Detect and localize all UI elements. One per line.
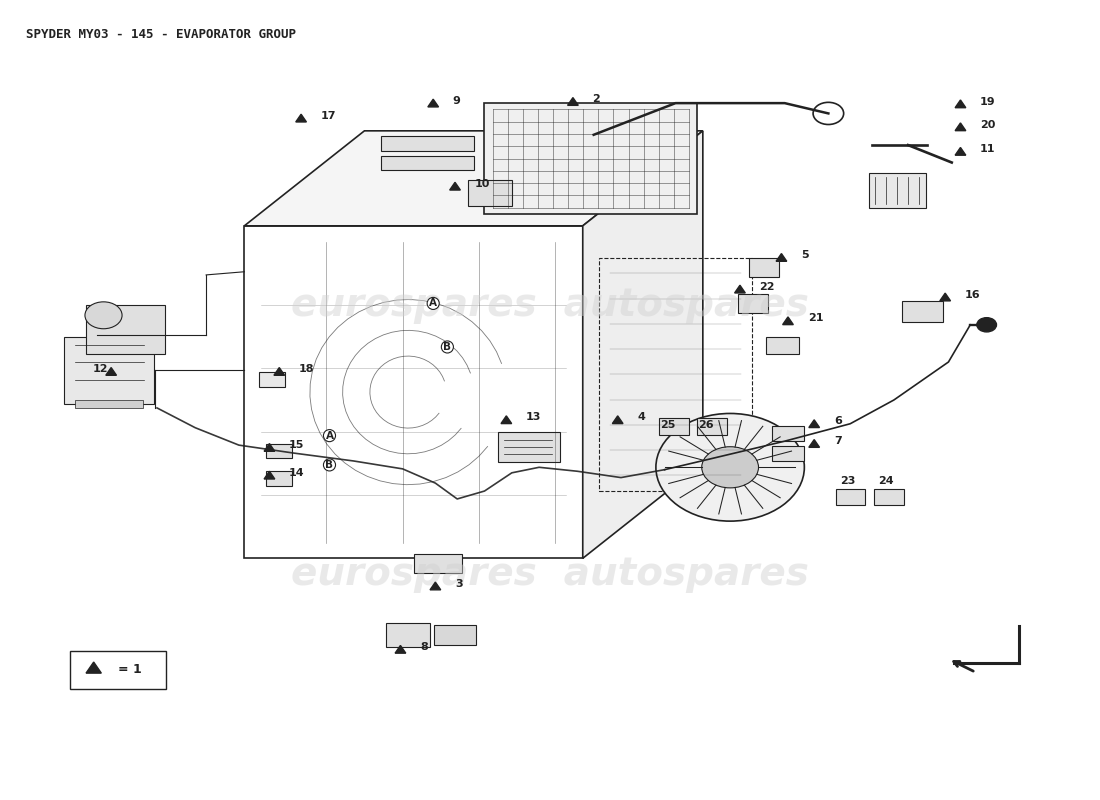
- Bar: [659, 418, 689, 435]
- Bar: [469, 180, 512, 206]
- Polygon shape: [583, 131, 703, 558]
- Circle shape: [977, 318, 997, 332]
- Text: SPYDER MY03 - 145 - EVAPORATOR GROUP: SPYDER MY03 - 145 - EVAPORATOR GROUP: [26, 28, 296, 41]
- Bar: [414, 554, 462, 573]
- Bar: [874, 489, 904, 506]
- Bar: [381, 156, 474, 170]
- Text: B: B: [326, 460, 333, 470]
- Polygon shape: [395, 646, 406, 653]
- Bar: [484, 103, 697, 214]
- Polygon shape: [808, 420, 820, 427]
- Text: A: A: [326, 430, 333, 441]
- Bar: [771, 426, 804, 441]
- Bar: [258, 371, 285, 386]
- Bar: [902, 301, 943, 322]
- Polygon shape: [450, 182, 461, 190]
- Polygon shape: [955, 100, 966, 108]
- Text: 17: 17: [321, 110, 337, 121]
- Text: 24: 24: [879, 476, 894, 486]
- Text: 5: 5: [801, 250, 808, 260]
- Text: 15: 15: [289, 440, 305, 450]
- Bar: [434, 625, 476, 645]
- Text: 8: 8: [420, 642, 428, 652]
- Text: 21: 21: [807, 314, 823, 323]
- Bar: [749, 258, 779, 278]
- Text: 11: 11: [980, 144, 996, 154]
- Bar: [836, 489, 866, 506]
- Text: 22: 22: [760, 282, 775, 292]
- Text: 19: 19: [980, 97, 996, 106]
- Polygon shape: [939, 293, 950, 301]
- Text: 25: 25: [660, 420, 675, 430]
- Polygon shape: [106, 367, 117, 375]
- Circle shape: [702, 446, 759, 488]
- Text: eurospares  autospares: eurospares autospares: [292, 555, 808, 593]
- Text: A: A: [429, 298, 437, 309]
- Polygon shape: [613, 416, 623, 423]
- Text: 9: 9: [453, 96, 461, 106]
- Text: 14: 14: [289, 468, 305, 478]
- Text: 7: 7: [834, 436, 842, 446]
- Text: 18: 18: [299, 364, 315, 374]
- Bar: [497, 432, 560, 462]
- Bar: [266, 443, 293, 458]
- Circle shape: [656, 414, 804, 521]
- Bar: [697, 418, 727, 435]
- Polygon shape: [430, 582, 441, 590]
- Bar: [869, 173, 925, 209]
- Bar: [75, 400, 143, 408]
- Bar: [266, 471, 293, 486]
- Polygon shape: [808, 439, 820, 447]
- Polygon shape: [264, 443, 275, 451]
- Text: 6: 6: [834, 416, 842, 426]
- Bar: [86, 305, 165, 354]
- Bar: [600, 258, 752, 491]
- Text: 4: 4: [637, 413, 646, 422]
- Text: 3: 3: [455, 578, 463, 589]
- Polygon shape: [296, 114, 307, 122]
- Text: 13: 13: [526, 413, 541, 422]
- Text: = 1: = 1: [118, 662, 142, 676]
- Polygon shape: [86, 662, 101, 673]
- Polygon shape: [568, 98, 579, 106]
- Text: 23: 23: [840, 476, 856, 486]
- Text: 26: 26: [698, 420, 714, 430]
- Bar: [771, 446, 804, 461]
- Text: 10: 10: [475, 179, 490, 189]
- Polygon shape: [500, 416, 512, 423]
- Polygon shape: [274, 367, 285, 375]
- Text: 2: 2: [593, 94, 601, 104]
- Bar: [64, 337, 154, 404]
- Text: 20: 20: [980, 119, 996, 130]
- Bar: [381, 136, 474, 150]
- Polygon shape: [428, 99, 439, 107]
- Text: 16: 16: [965, 290, 980, 300]
- Polygon shape: [955, 123, 966, 130]
- Polygon shape: [782, 317, 793, 325]
- Circle shape: [85, 302, 122, 329]
- Polygon shape: [244, 131, 703, 226]
- Polygon shape: [735, 286, 746, 293]
- Polygon shape: [264, 471, 275, 479]
- Bar: [738, 294, 768, 313]
- Bar: [766, 338, 799, 354]
- Bar: [69, 651, 166, 689]
- Text: eurospares  autospares: eurospares autospares: [292, 286, 808, 324]
- Bar: [386, 623, 430, 647]
- Text: B: B: [443, 342, 451, 352]
- Polygon shape: [955, 147, 966, 155]
- Text: 12: 12: [92, 364, 108, 374]
- Polygon shape: [777, 254, 786, 262]
